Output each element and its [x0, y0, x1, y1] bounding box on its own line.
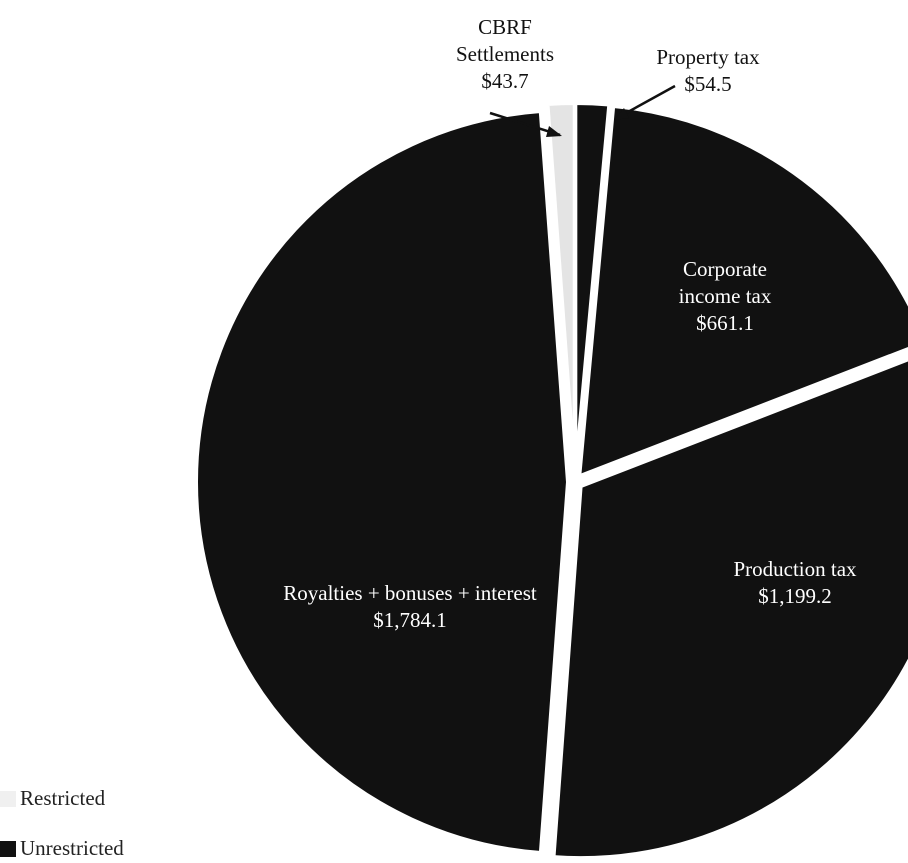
- slice-value: $1,784.1: [373, 608, 447, 632]
- slice-name: Royalties + bonuses + interest: [283, 581, 537, 605]
- slice-label: Royalties + bonuses + interest $1,784.1: [220, 580, 600, 634]
- pie-slice: [573, 101, 612, 476]
- legend-swatch: [0, 840, 16, 857]
- legend-item: Unrestricted: [0, 836, 124, 861]
- slice-name: CBRF Settlements: [456, 15, 554, 66]
- legend-swatch: [0, 790, 16, 807]
- slice-name: Corporate income tax: [678, 257, 772, 308]
- pie-slice: [576, 103, 908, 480]
- legend-label: Unrestricted: [20, 836, 124, 860]
- slice-label: Production tax $1,199.2: [695, 556, 895, 610]
- arrow-head: [614, 108, 629, 120]
- slice-value: $54.5: [684, 72, 732, 96]
- arrow-head: [546, 126, 562, 137]
- slice-value: $43.7: [481, 69, 529, 93]
- slice-value: $1,199.2: [758, 584, 832, 608]
- slice-label: CBRF Settlements $43.7: [430, 14, 580, 95]
- pie-slice: [193, 108, 571, 856]
- slice-name: Production tax: [733, 557, 857, 581]
- slice-label: Corporate income tax $661.1: [660, 256, 790, 337]
- pie-slice: [551, 357, 908, 861]
- legend-label: Restricted: [20, 786, 106, 810]
- legend-item: Restricted: [0, 786, 105, 811]
- slice-value: $661.1: [696, 311, 754, 335]
- slice-name: Property tax: [656, 45, 760, 69]
- slice-label: Property tax $54.5: [633, 44, 783, 98]
- arrow: [616, 84, 676, 120]
